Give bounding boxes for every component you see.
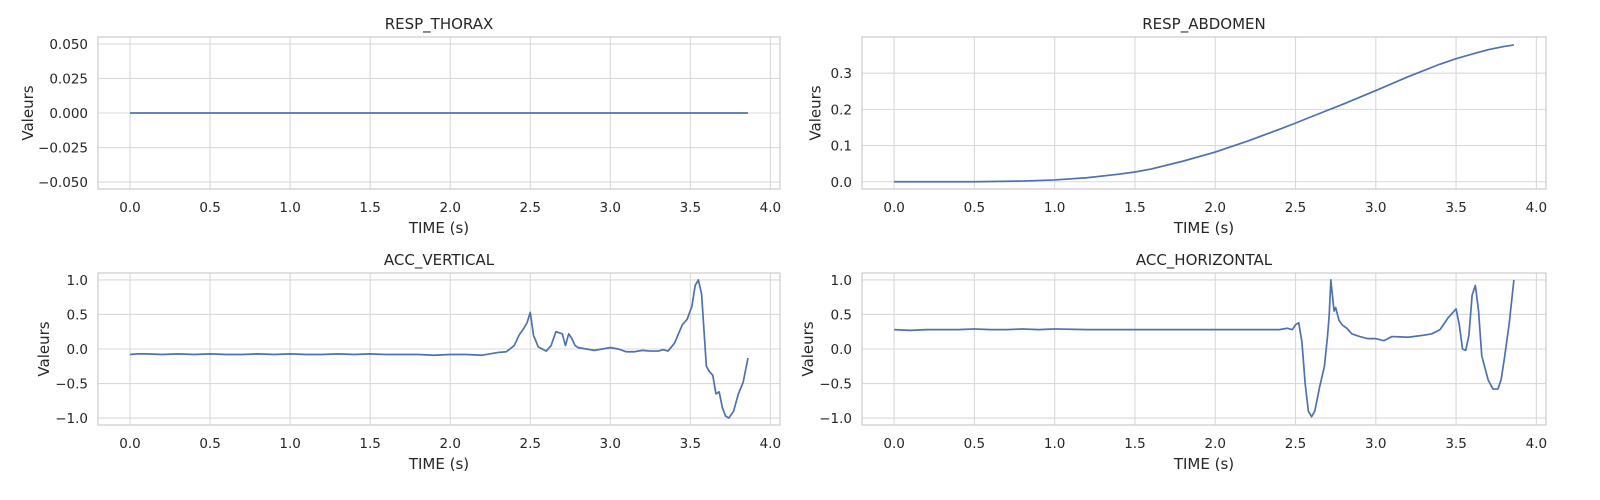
y-tick-label: −0.050 xyxy=(38,175,88,191)
x-tick-label: 1.0 xyxy=(279,436,300,452)
y-tick-label: 0.025 xyxy=(49,71,88,87)
x-tick-label: 1.5 xyxy=(1124,436,1145,452)
x-tick-label: 3.0 xyxy=(600,436,621,452)
plot-frame xyxy=(97,272,781,426)
series-line xyxy=(894,44,1515,183)
plot-frame xyxy=(861,272,1547,426)
x-axis-label: TIME (s) xyxy=(1173,455,1234,473)
x-tick-label: 0.5 xyxy=(199,200,220,216)
x-tick-label: 2.0 xyxy=(439,200,460,216)
x-tick-label: 2.5 xyxy=(1285,436,1306,452)
y-tick-label: 0.0 xyxy=(67,342,88,358)
y-tick-label: −0.5 xyxy=(819,377,852,393)
series-line xyxy=(894,279,1515,418)
x-tick-label: 3.0 xyxy=(1365,200,1386,216)
y-tick-label: 0.000 xyxy=(49,106,88,122)
x-tick-label: 0.5 xyxy=(964,436,985,452)
subplot-acc_vertical: 0.0 0.5 1.0 1.5 2.0 2.5 3.0 3.5 4.0 −1.0 −0.5 0.0 0.… xyxy=(35,251,781,473)
subplot-resp_thorax: 0.0 0.5 1.0 1.5 2.0 2.5 3.0 3.5 4.0 −0.050 −0.025 0… xyxy=(19,15,781,237)
y-tick-label: 1.0 xyxy=(831,273,852,289)
x-tick-label: 3.5 xyxy=(680,200,701,216)
chart-title: ACC_VERTICAL xyxy=(384,251,495,270)
y-tick-label: 0.0 xyxy=(831,342,852,358)
x-tick-label: 4.0 xyxy=(1526,436,1547,452)
x-tick-label: 1.0 xyxy=(279,200,300,216)
y-axis-label: Valeurs xyxy=(19,85,37,140)
y-tick-label: 0.2 xyxy=(831,102,852,118)
x-tick-label: 2.5 xyxy=(1285,200,1306,216)
x-tick-label: 4.0 xyxy=(760,436,781,452)
y-tick-label: 0.5 xyxy=(831,307,852,323)
x-tick-label: 1.0 xyxy=(1044,436,1065,452)
x-tick-label: 0.5 xyxy=(199,436,220,452)
y-tick-label: 1.0 xyxy=(67,273,88,289)
x-tick-label: 4.0 xyxy=(760,200,781,216)
y-tick-label: −0.025 xyxy=(38,141,88,157)
y-tick-label: 0.050 xyxy=(49,37,88,53)
x-tick-label: 1.5 xyxy=(359,200,380,216)
y-tick-label: 0.1 xyxy=(831,139,852,155)
series-line xyxy=(129,279,749,419)
y-axis-label: Valeurs xyxy=(35,321,53,376)
x-axis-label: TIME (s) xyxy=(1173,219,1234,237)
x-tick-label: 0.5 xyxy=(964,200,985,216)
x-tick-label: 2.5 xyxy=(520,436,541,452)
x-tick-label: 0.0 xyxy=(883,200,904,216)
subplot-resp_abdomen: 0.0 0.5 1.0 1.5 2.0 2.5 3.0 3.5 4.0 0.0 0.1 0.2 0.3 R… xyxy=(807,15,1548,237)
x-tick-label: 1.5 xyxy=(359,436,380,452)
x-axis-label: TIME (s) xyxy=(408,219,469,237)
y-axis-label: Valeurs xyxy=(807,85,825,140)
y-tick-label: 0.3 xyxy=(831,66,852,82)
y-tick-label: −1.0 xyxy=(55,411,88,427)
x-tick-label: 3.5 xyxy=(1445,436,1466,452)
y-tick-label: −1.0 xyxy=(819,411,852,427)
x-tick-label: 0.0 xyxy=(883,436,904,452)
y-axis-label: Valeurs xyxy=(799,321,817,376)
x-tick-label: 4.0 xyxy=(1526,200,1547,216)
x-tick-label: 1.0 xyxy=(1044,200,1065,216)
plot-frame xyxy=(97,36,781,190)
x-axis-label: TIME (s) xyxy=(408,455,469,473)
x-tick-label: 1.5 xyxy=(1124,200,1145,216)
chart-title: RESP_ABDOMEN xyxy=(1142,15,1266,34)
x-tick-label: 0.0 xyxy=(119,200,140,216)
y-tick-label: −0.5 xyxy=(55,377,88,393)
x-tick-label: 2.0 xyxy=(1204,200,1225,216)
x-tick-label: 3.0 xyxy=(1365,436,1386,452)
chart-title: RESP_THORAX xyxy=(385,15,494,34)
x-tick-label: 3.0 xyxy=(600,200,621,216)
x-tick-label: 3.5 xyxy=(1445,200,1466,216)
x-tick-label: 2.0 xyxy=(1204,436,1225,452)
x-tick-label: 3.5 xyxy=(680,436,701,452)
y-tick-label: 0.5 xyxy=(67,307,88,323)
subplot-acc_horizontal: 0.0 0.5 1.0 1.5 2.0 2.5 3.0 3.5 4.0 −1.0 −0.5 0.0 0.… xyxy=(799,251,1547,473)
chart-title: ACC_HORIZONTAL xyxy=(1136,251,1273,270)
x-tick-label: 2.0 xyxy=(439,436,460,452)
x-tick-label: 0.0 xyxy=(119,436,140,452)
plot-frame xyxy=(861,36,1547,190)
y-tick-label: 0.0 xyxy=(831,175,852,191)
x-tick-label: 2.5 xyxy=(520,200,541,216)
